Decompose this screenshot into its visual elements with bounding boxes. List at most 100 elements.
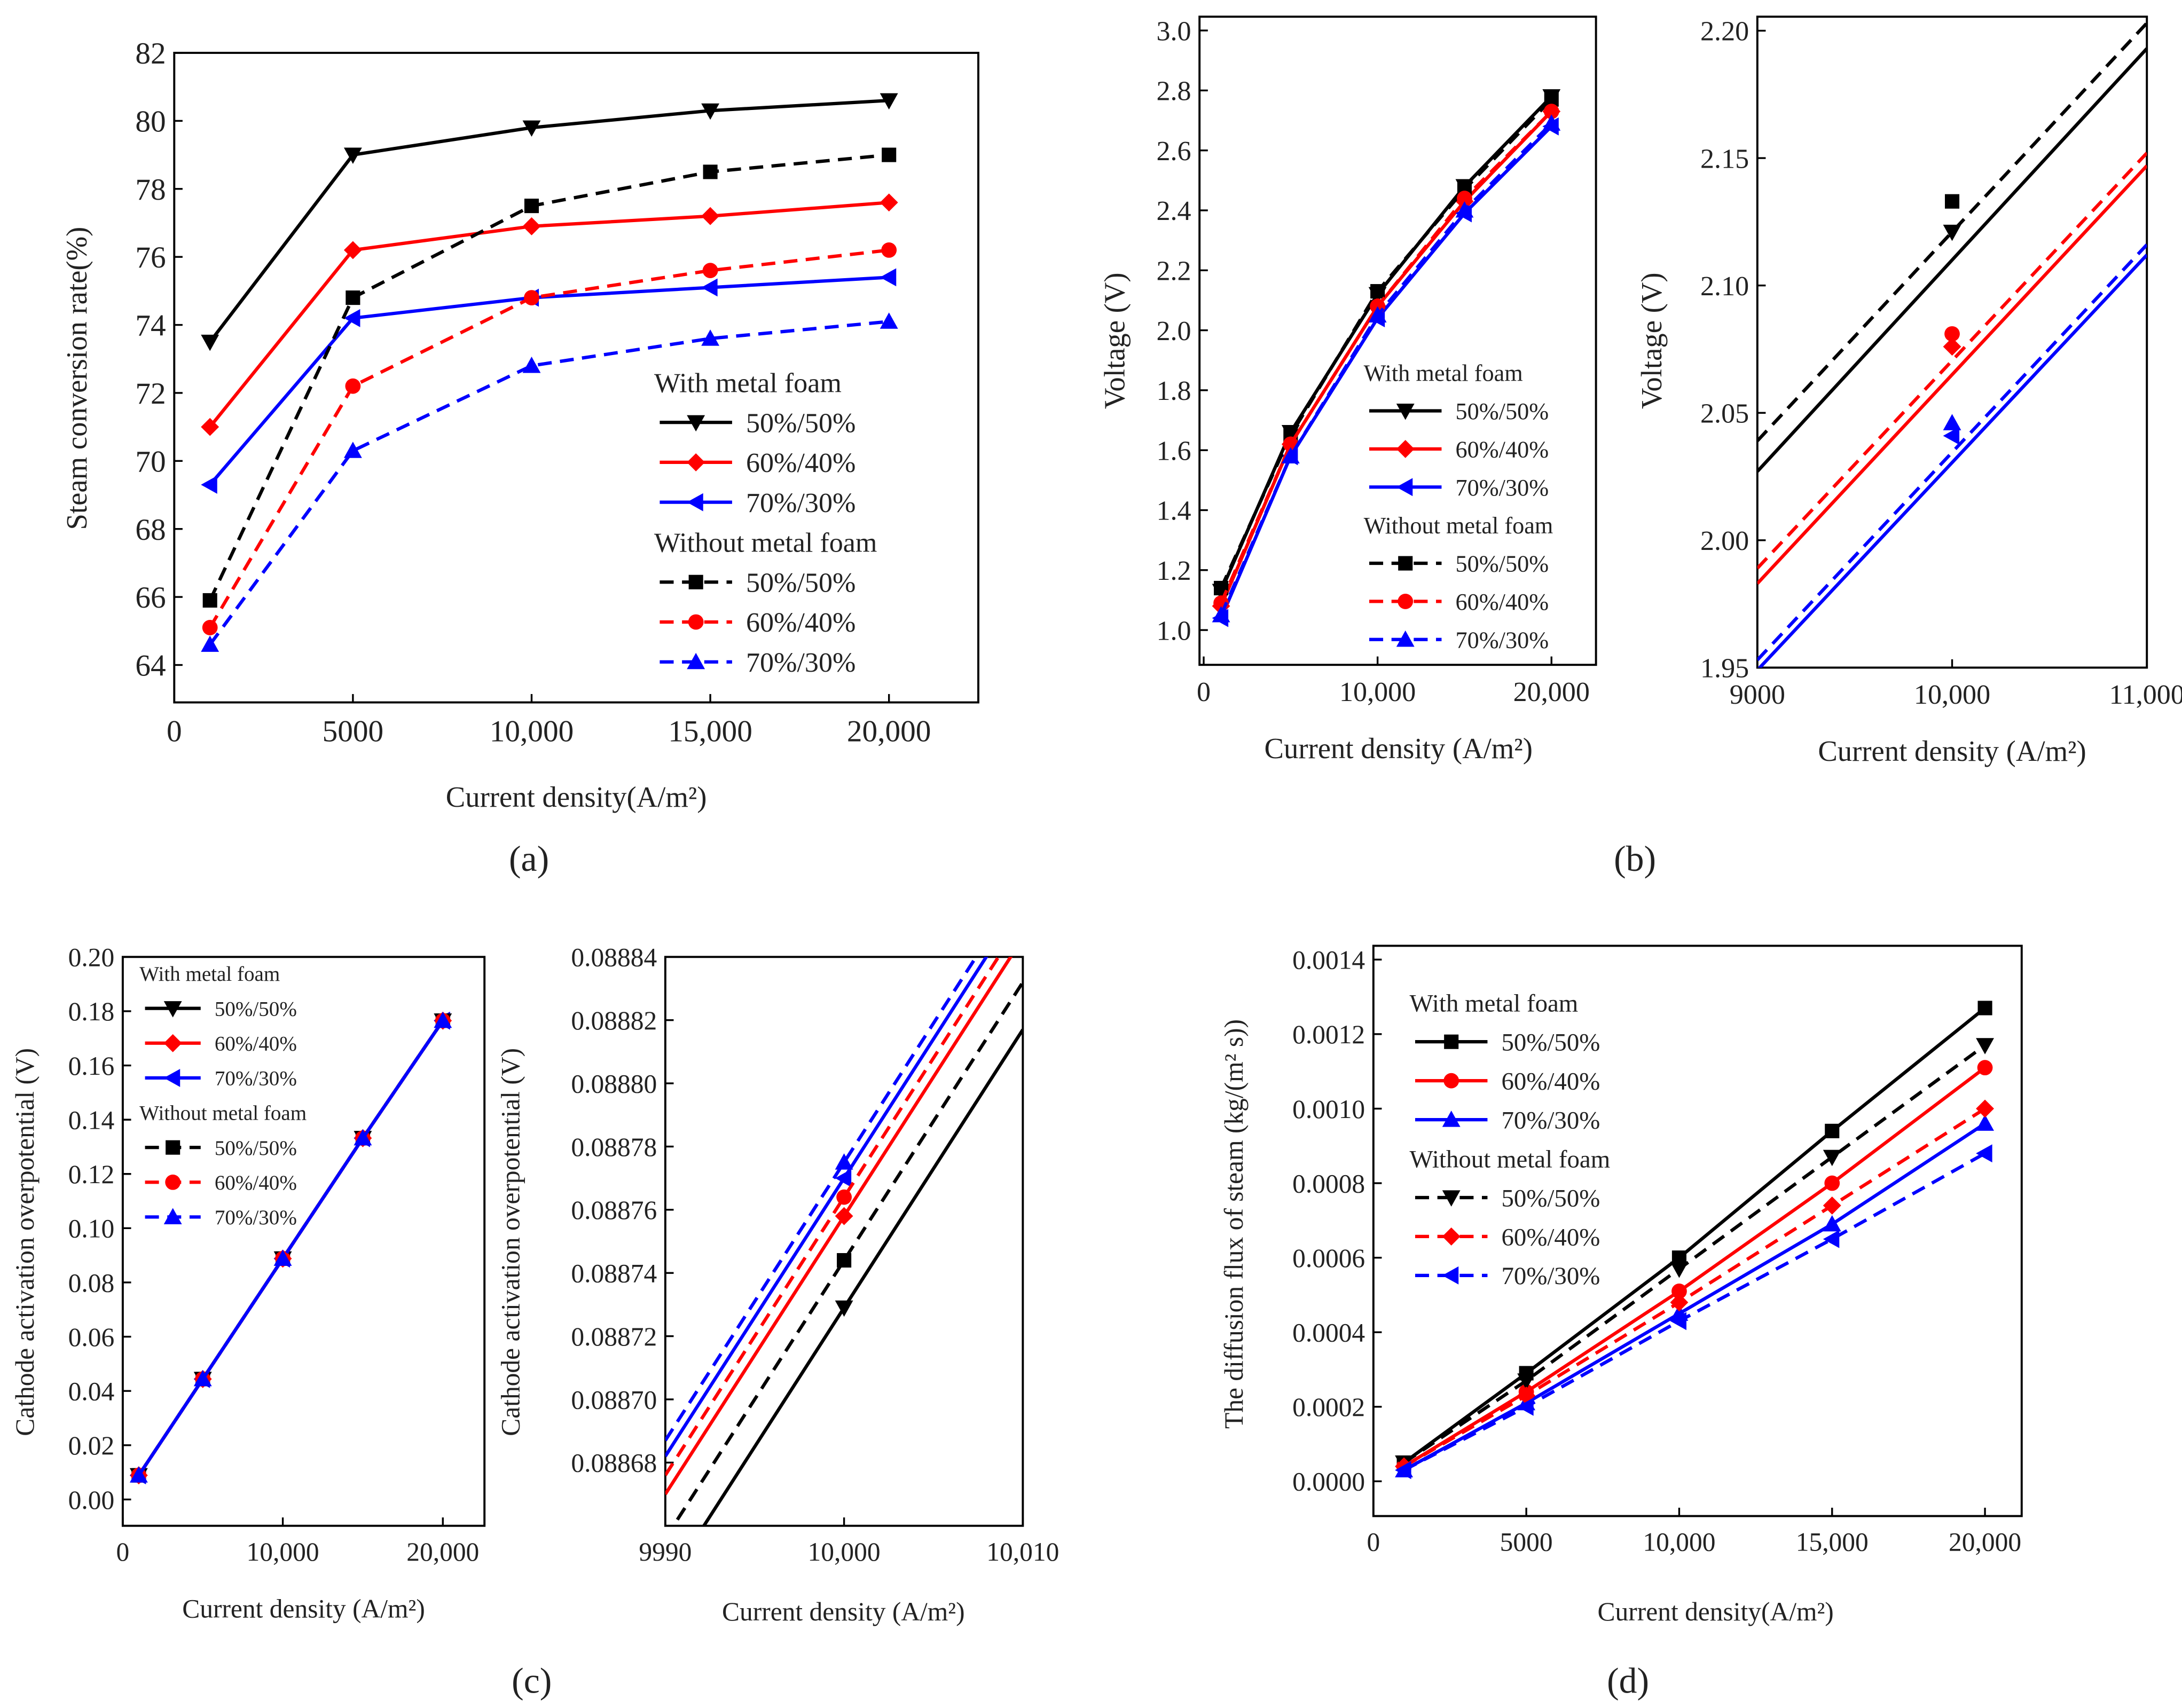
y-tick-label: 2.00 — [1700, 526, 1749, 556]
y-tick-label: 0.12 — [68, 1160, 115, 1189]
data-point-triangle-up — [193, 1369, 212, 1387]
data-point-diamond — [880, 193, 898, 212]
y-tick-label: 66 — [135, 581, 166, 615]
legend-marker-triangle-up — [1442, 1111, 1461, 1127]
legend: With metal foam 50%/50% 60%/40% 70%/30% With… — [654, 368, 877, 678]
y-tick-label: 2.8 — [1156, 76, 1191, 107]
legend-label: 70%/30% — [1501, 1106, 1600, 1134]
legend-marker-triangle-down — [687, 415, 705, 432]
data-point-circle — [836, 1189, 852, 1205]
data-point-diamond — [1976, 1099, 1994, 1118]
plot-frame — [664, 956, 1024, 1527]
y-tick-label: 0.18 — [68, 997, 115, 1026]
y-tick-label: 0.10 — [68, 1214, 115, 1243]
x-tick-label: 10,000 — [1339, 677, 1416, 707]
data-point-triangle-left — [1670, 1312, 1686, 1331]
data-point-triangle-left — [835, 1169, 852, 1187]
y-tick-label: 78 — [135, 173, 166, 207]
data-point-triangle-up — [880, 312, 898, 329]
data-point-diamond — [522, 217, 541, 235]
data-point-diamond — [701, 207, 720, 225]
data-point-triangle-up — [1943, 414, 1961, 430]
y-axis-label: The diffusion flux of steam (kg/(m² s)) — [1219, 1019, 1249, 1429]
legend-label: 50%/50% — [746, 408, 855, 438]
data-point-triangle-left — [1823, 1230, 1840, 1248]
y-axis-label: Cathode activation overpotential (V) — [10, 1048, 40, 1436]
y-tick-label: 0.04 — [68, 1377, 115, 1406]
y-tick-label: 1.6 — [1156, 436, 1191, 466]
legend: With metal foam 50%/50% 60%/40% 70%/30% With… — [139, 963, 307, 1229]
legend-label: 50%/50% — [746, 568, 855, 598]
y-tick-label: 2.6 — [1156, 136, 1191, 167]
chart-c1: 0 10,000 20,000 0.00 0.02 0.04 0.06 0.08 0.10 0.1… — [10, 943, 486, 1624]
legend: With metal foam 50%/50% 60%/40% 70%/30% With… — [1410, 990, 1611, 1290]
panel-label-d: (d) — [1607, 1660, 1649, 1701]
y-tick-label: 2.20 — [1700, 17, 1749, 47]
data-point-square — [1944, 194, 1960, 209]
y-tick-label: 74 — [135, 309, 166, 343]
x-axis-label: Current density (A/m²) — [722, 1597, 965, 1626]
legend-marker-circle — [688, 614, 704, 630]
legend-label: 50%/50% — [1456, 398, 1549, 424]
data-point-triangle-down — [1670, 1262, 1689, 1278]
data-point-triangle-down — [1976, 1038, 1994, 1054]
y-tick-label: 0.20 — [68, 943, 115, 972]
y-tick-label: 0.0012 — [1292, 1020, 1365, 1049]
data-point-square — [1370, 284, 1385, 299]
y-axis-label: Cathode activation overpotential (V) — [496, 1048, 525, 1436]
legend-marker-diamond — [163, 1034, 182, 1052]
data-point-square — [346, 290, 360, 305]
data-point-circle — [345, 378, 361, 394]
legend-marker-circle — [165, 1174, 181, 1190]
y-tick-label: 0.0004 — [1292, 1318, 1365, 1348]
plot-area — [1212, 89, 1561, 627]
x-tick-label: 20,000 — [1949, 1528, 2021, 1557]
data-point-square — [1825, 1123, 1840, 1138]
data-point-triangle-up — [273, 1249, 292, 1266]
data-point-triangle-up — [1281, 447, 1300, 463]
x-tick-label: 15,000 — [668, 714, 752, 748]
chart-a: 0 5000 10,000 15,000 20,000 64 66 68 70 72 74 76 78 8… — [60, 37, 979, 813]
x-tick-label: 5000 — [323, 714, 384, 748]
y-tick-label: 80 — [135, 105, 166, 138]
series-line-5 — [208, 320, 889, 646]
data-point-circle — [1457, 191, 1472, 206]
legend-marker-square — [166, 1140, 180, 1155]
legend-marker-triangle-left — [1396, 478, 1413, 497]
legend: With metal foam 50%/50% 60%/40% 70%/30% With… — [1364, 360, 1553, 654]
legend-label: 60%/40% — [1501, 1068, 1600, 1096]
data-point-square — [1977, 1001, 1992, 1016]
data-point-triangle-down — [835, 1300, 853, 1317]
plot-area — [201, 93, 898, 652]
y-tick-label: 0.0002 — [1292, 1392, 1365, 1422]
data-point-triangle-up — [354, 1129, 372, 1146]
legend-label: 70%/30% — [1456, 627, 1549, 653]
legend-marker-triangle-up — [163, 1208, 182, 1224]
y-axis-label: Steam conversion rate(%) — [60, 227, 93, 530]
y-tick-label: 0.0014 — [1292, 946, 1365, 975]
legend-marker-diamond — [1442, 1227, 1461, 1246]
x-tick-label: 0 — [1197, 677, 1211, 707]
data-point-triangle-down — [522, 120, 541, 137]
y-tick-label: 2.0 — [1156, 316, 1191, 347]
data-point-triangle-left — [1395, 1461, 1411, 1479]
plot-area — [1395, 1001, 1994, 1479]
legend-label: 50%/50% — [1501, 1029, 1600, 1057]
data-point-triangle-up — [522, 357, 541, 373]
legend-label: 50%/50% — [1456, 551, 1549, 577]
panel-label-b: (b) — [1614, 839, 1656, 879]
y-tick-label: 0.0010 — [1292, 1095, 1365, 1124]
data-point-triangle-up — [434, 1011, 452, 1028]
y-tick-label: 1.4 — [1156, 496, 1191, 526]
y-tick-label: 1.95 — [1700, 654, 1749, 684]
y-tick-label: 0.06 — [68, 1323, 115, 1352]
legend-label: 70%/30% — [1501, 1262, 1600, 1290]
data-point-triangle-up — [1542, 114, 1561, 131]
legend-label: 70%/30% — [746, 648, 855, 678]
y-tick-label: 2.05 — [1700, 398, 1749, 429]
legend-label: 60%/40% — [1501, 1223, 1600, 1251]
data-point-triangle-left — [1976, 1144, 1992, 1163]
y-axis-label: Voltage (V) — [1635, 272, 1668, 409]
data-point-circle — [881, 242, 897, 258]
